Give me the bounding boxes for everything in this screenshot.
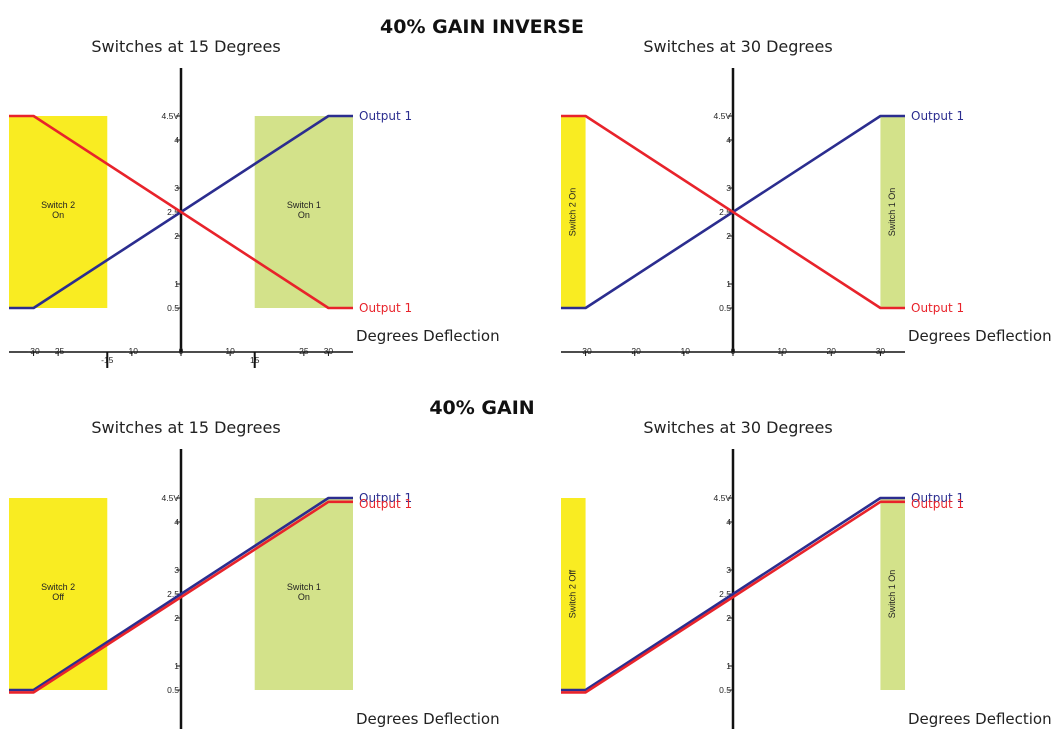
switch-label: Switch 2 Off	[568, 569, 578, 618]
y-tick-label: 4	[726, 517, 731, 527]
x-tick-label: 15	[250, 355, 260, 365]
switch-label: Switch 1	[287, 200, 321, 210]
x-tick-label: -30	[579, 346, 592, 356]
switch-region-1	[561, 498, 586, 690]
series-line-2	[9, 114, 353, 310]
x-tick-label: -30	[27, 346, 40, 356]
x-tick-label: 0	[179, 346, 184, 356]
chart-2: Switch 2 On Switch 1 On 0.5 1 2 2.5 3 4 4.5V -30 -…	[561, 37, 1052, 356]
y-tick-label: 0.5	[167, 685, 179, 695]
y-tick-label: 3	[174, 183, 179, 193]
y-tick-label: 4	[726, 135, 731, 145]
series-label-2: Output 1	[911, 301, 964, 315]
series-label-2: Output 1	[359, 497, 412, 511]
x-tick-label: -10	[126, 346, 139, 356]
y-tick-label: 2	[174, 231, 179, 241]
y-tick-label: 2	[174, 613, 179, 623]
chart-title: Switches at 30 Degrees	[643, 418, 832, 437]
series-label-2: Output 1	[359, 301, 412, 315]
series-line-2	[561, 114, 905, 310]
series-line-1	[561, 496, 905, 692]
y-tick-label: 2.5	[167, 589, 179, 599]
switch-label: Off	[52, 592, 64, 602]
series-label-1: Output 1	[359, 491, 412, 505]
x-tick-label: 10	[777, 346, 787, 356]
chart-title: Switches at 15 Degrees	[91, 37, 280, 56]
y-tick-label: 2	[726, 613, 731, 623]
switch-label: Switch 1 On	[887, 570, 897, 619]
y-tick-label: 4.5V	[162, 493, 180, 503]
y-tick-label: 1	[726, 661, 731, 671]
y-tick-label: 0.5	[719, 685, 731, 695]
series-line-1	[9, 496, 353, 692]
chart-4: Switch 2 Off Switch 1 On 0.5 1 2 2.5 3 4 4.5V Out…	[561, 418, 1052, 729]
x-tick-label: 30	[876, 346, 886, 356]
y-tick-label: 3	[174, 565, 179, 575]
switch-region-2	[880, 498, 905, 690]
switch-label: Switch 1	[287, 582, 321, 592]
y-tick-label: 0.5	[719, 303, 731, 313]
x-axis-label: Degrees Deflection	[356, 710, 500, 728]
x-tick-label: 20	[827, 346, 837, 356]
x-tick-label: 0	[731, 346, 736, 356]
y-tick-label: 4.5V	[162, 111, 180, 121]
x-tick-label: 10	[225, 346, 235, 356]
series-line-2	[561, 500, 905, 694]
x-tick-label: 25	[299, 346, 309, 356]
x-tick-label: -10	[678, 346, 691, 356]
switch-label: Switch 1 On	[887, 188, 897, 237]
x-axis-label: Degrees Deflection	[356, 327, 500, 345]
y-tick-label: 3	[726, 183, 731, 193]
x-tick-label: 30	[324, 346, 334, 356]
switch-label: Switch 2 On	[568, 188, 578, 237]
switch-region-1	[561, 116, 586, 308]
switch-region-2	[254, 498, 353, 690]
x-tick-label: -20	[629, 346, 642, 356]
switch-label: On	[52, 210, 64, 220]
switch-region-1	[9, 116, 108, 308]
series-label-1: Output 1	[911, 109, 964, 123]
x-axis-label: Degrees Deflection	[908, 710, 1052, 728]
switch-label: Switch 2	[41, 582, 75, 592]
y-tick-label: 4	[174, 517, 179, 527]
series-label-1: Output 1	[911, 491, 964, 505]
y-tick-label: 2.5	[719, 589, 731, 599]
series-label-2: Output 1	[911, 497, 964, 511]
chart-title: Switches at 30 Degrees	[643, 37, 832, 56]
y-tick-label: 4.5V	[714, 111, 732, 121]
chart-title: Switches at 15 Degrees	[91, 418, 280, 437]
x-axis-label: Degrees Deflection	[908, 327, 1052, 345]
y-tick-label: 1	[174, 661, 179, 671]
switch-label: On	[298, 592, 310, 602]
y-tick-label: 4	[174, 135, 179, 145]
y-tick-label: 1	[174, 279, 179, 289]
section-title-inverse: 40% GAIN INVERSE	[380, 16, 584, 38]
x-tick-label: -25	[52, 346, 65, 356]
series-label-1: Output 1	[359, 109, 412, 123]
y-tick-label: 1	[726, 279, 731, 289]
switch-region-1	[9, 498, 108, 690]
y-tick-label: 2.5	[719, 207, 731, 217]
y-tick-label: 2	[726, 231, 731, 241]
y-tick-label: 4.5V	[714, 493, 732, 503]
switch-region-2	[254, 116, 353, 308]
x-tick-label: -15	[101, 355, 114, 365]
switch-region-2	[880, 116, 905, 308]
y-tick-label: 3	[726, 565, 731, 575]
switch-label: On	[298, 210, 310, 220]
y-tick-label: 0.5	[167, 303, 179, 313]
y-tick-label: 2.5	[167, 207, 179, 217]
switch-label: Switch 2	[41, 200, 75, 210]
series-line-2	[9, 500, 353, 694]
section-title-gain: 40% GAIN	[429, 397, 534, 419]
